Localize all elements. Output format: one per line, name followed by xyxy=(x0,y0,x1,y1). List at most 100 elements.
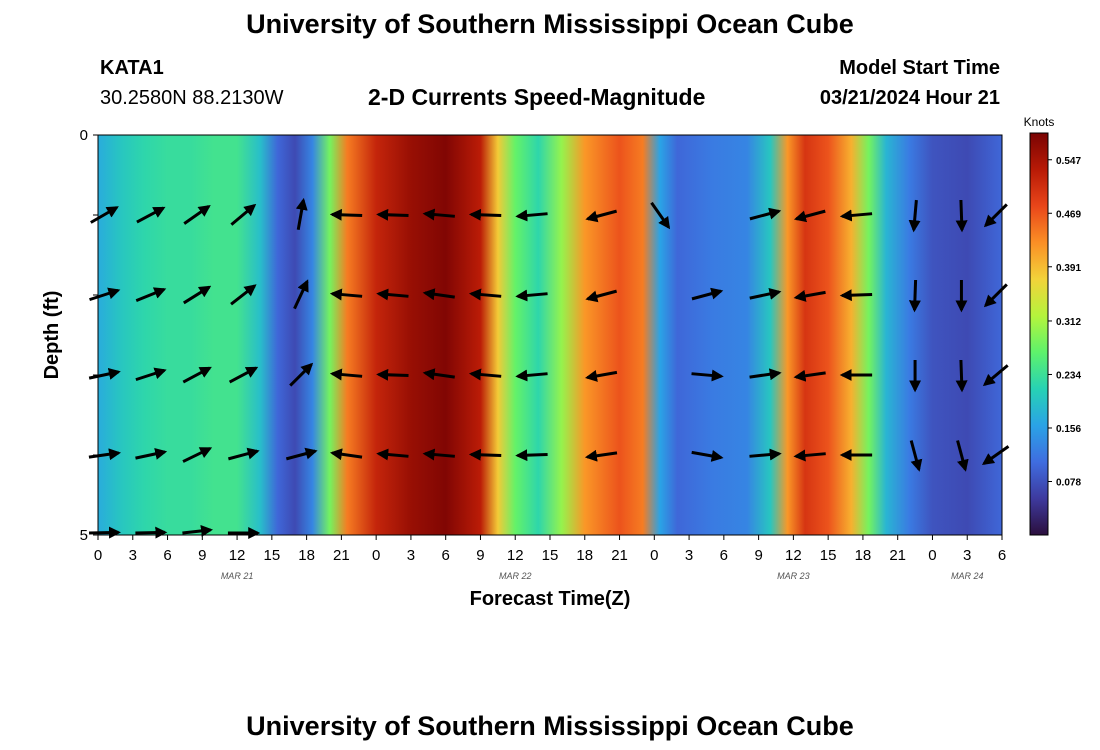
current-vector xyxy=(468,448,502,461)
date-label: MAR 22 xyxy=(499,571,532,581)
current-vector xyxy=(329,368,363,381)
current-vector xyxy=(749,288,782,300)
colorbar-tick-label: 0.312 xyxy=(1056,317,1081,328)
x-tick-label: 3 xyxy=(407,547,415,564)
current-vector xyxy=(515,449,548,462)
x-tick-label: 18 xyxy=(298,547,315,564)
current-vector xyxy=(329,208,363,221)
y-axis-title: Depth (ft) xyxy=(41,291,63,380)
current-vector xyxy=(749,448,782,461)
current-vector xyxy=(88,368,121,380)
x-tick-label: 6 xyxy=(998,547,1006,564)
current-vector xyxy=(289,362,314,387)
current-vector xyxy=(468,368,502,381)
x-tick-label: 12 xyxy=(507,547,524,564)
plot-title: 2-D Currents Speed-Magnitude xyxy=(368,84,706,110)
x-tick-label: 21 xyxy=(889,547,906,564)
station-coordinates: 30.2580N 88.2130W xyxy=(100,87,284,109)
colorbar: 0.078 0.156 0.234 0.312 0.391 0.469 0.547 xyxy=(1029,132,1081,536)
date-label: MAR 23 xyxy=(777,571,810,581)
x-tick-label: 9 xyxy=(754,547,762,564)
current-vector xyxy=(793,209,826,223)
current-vector xyxy=(228,366,259,384)
current-vector xyxy=(88,526,121,539)
current-vector xyxy=(88,448,122,461)
current-vector xyxy=(285,447,318,461)
x-tick-label: 0 xyxy=(650,547,658,564)
current-vector xyxy=(793,369,826,382)
current-vector xyxy=(983,203,1008,228)
current-vector xyxy=(135,526,168,539)
x-tick-label: 6 xyxy=(442,547,450,564)
date-label: MAR 21 xyxy=(221,571,254,581)
current-vector xyxy=(468,288,502,301)
x-tick-label: 12 xyxy=(785,547,802,564)
current-vector xyxy=(329,288,363,301)
current-vector xyxy=(376,208,409,221)
current-vector xyxy=(182,285,212,305)
current-vector xyxy=(90,206,119,224)
model-start-label: Model Start Time xyxy=(839,57,1000,79)
current-vector xyxy=(749,368,782,381)
current-vector xyxy=(295,197,308,231)
currents-heatmap-chart: 0 3 6 9 12 15 18 21 0 3 6 9 12 15 18 21 0 3 6 9 12 15 18 21 0 3 6 M… xyxy=(41,115,1081,610)
x-tick-label: 21 xyxy=(333,547,350,564)
current-vector xyxy=(981,445,1010,465)
speed-heatmap xyxy=(98,135,1002,535)
x-tick-label: 12 xyxy=(229,547,246,564)
current-vector xyxy=(691,450,724,462)
x-tick-label: 0 xyxy=(372,547,380,564)
current-vector xyxy=(909,440,923,472)
current-vector xyxy=(183,205,211,225)
current-vector xyxy=(422,368,455,381)
current-vector xyxy=(230,284,257,306)
current-vector xyxy=(182,524,213,537)
current-vector xyxy=(584,449,618,462)
model-start-value: 03/21/2024 Hour 21 xyxy=(819,87,1000,109)
y-tick-label: 0 xyxy=(80,127,88,144)
plot-area xyxy=(97,134,1003,536)
x-tick-label: 9 xyxy=(476,547,484,564)
current-vector xyxy=(376,448,409,461)
x-tick-label: 3 xyxy=(685,547,693,564)
current-vector xyxy=(956,440,969,472)
x-tick-label: 15 xyxy=(542,547,559,564)
current-vector xyxy=(585,370,618,382)
footer-title: University of Southern Mississippi Ocean… xyxy=(246,711,854,741)
axes: 0 3 6 9 12 15 18 21 0 3 6 9 12 15 18 21 0 3 6 9 12 15 18 21 0 3 6 M… xyxy=(80,127,1007,581)
current-vector xyxy=(182,366,212,384)
current-vector xyxy=(650,201,671,230)
current-vector xyxy=(422,288,455,301)
page-title: University of Southern Mississippi Ocean… xyxy=(246,9,854,39)
colorbar-tick-label: 0.547 xyxy=(1056,156,1081,167)
x-tick-label: 0 xyxy=(928,547,936,564)
colorbar-tick-label: 0.469 xyxy=(1056,209,1081,220)
current-vector xyxy=(135,287,167,303)
current-vector xyxy=(135,448,168,460)
current-vectors xyxy=(88,197,1010,539)
current-vector xyxy=(955,359,968,393)
current-vector xyxy=(329,448,363,461)
current-vector xyxy=(955,199,968,233)
current-vector xyxy=(908,279,921,313)
colorbar-tick-label: 0.391 xyxy=(1056,263,1081,274)
current-vector xyxy=(422,208,455,221)
x-tick-label: 15 xyxy=(264,547,281,564)
date-label: MAR 24 xyxy=(951,571,984,581)
current-vector xyxy=(839,209,873,222)
x-tick-label: 9 xyxy=(198,547,206,564)
current-vector xyxy=(468,208,502,221)
current-vector xyxy=(182,447,213,463)
current-vector xyxy=(585,289,618,303)
station-id: KATA1 xyxy=(100,57,164,79)
current-vector xyxy=(691,287,724,301)
current-vector xyxy=(515,209,548,222)
x-tick-label: 6 xyxy=(163,547,171,564)
current-vector xyxy=(89,287,121,302)
current-vector xyxy=(585,209,618,223)
current-vector xyxy=(136,206,166,224)
current-vector xyxy=(793,449,826,462)
current-vector xyxy=(749,207,782,221)
x-tick-label: 18 xyxy=(576,547,593,564)
current-vector xyxy=(515,289,548,302)
